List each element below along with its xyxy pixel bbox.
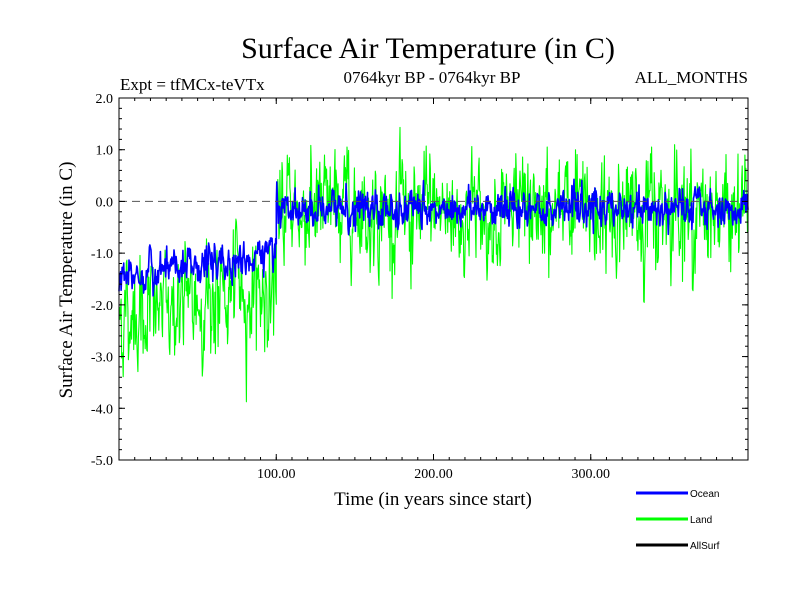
chart-title: Surface Air Temperature (in C) xyxy=(241,32,615,65)
y-tick-label: -1.0 xyxy=(91,247,113,262)
y-tick-label: 1.0 xyxy=(96,144,114,159)
y-tick-label: -2.0 xyxy=(91,299,113,314)
y-tick-label: 2.0 xyxy=(96,92,114,107)
chart-subtitle-center: 0764kyr BP - 0764kyr BP xyxy=(344,68,521,87)
ticks-layer: 2.0 1.0 0.0 -1.0 -2.0 -3.0 -4.0 -5.0 100.00 200.0… xyxy=(91,92,748,482)
legend-label-ocean: Ocean xyxy=(690,489,719,500)
series-line-ocean xyxy=(118,178,749,297)
y-tick-label: 0.0 xyxy=(96,195,114,210)
x-tick-label: 200.00 xyxy=(414,467,453,482)
chart-subtitle-right: ALL_MONTHS xyxy=(635,68,748,87)
x-axis-label: Time (in years since start) xyxy=(334,489,532,510)
y-tick-label: -4.0 xyxy=(91,402,113,417)
y-tick-label: -3.0 xyxy=(91,351,113,366)
x-tick-label: 100.00 xyxy=(257,467,296,482)
y-axis-label: Surface Air Temperature (in C) xyxy=(56,162,77,399)
x-tick-label: 300.00 xyxy=(572,467,611,482)
y-tick-label: -5.0 xyxy=(91,454,113,469)
legend-label-land: Land xyxy=(690,515,712,526)
legend: Ocean Land AllSurf xyxy=(636,489,720,552)
chart-subtitle-left: Expt = tfMCx-teVTx xyxy=(120,75,265,94)
series-layer xyxy=(118,126,749,403)
legend-label-allsurf: AllSurf xyxy=(690,541,720,552)
